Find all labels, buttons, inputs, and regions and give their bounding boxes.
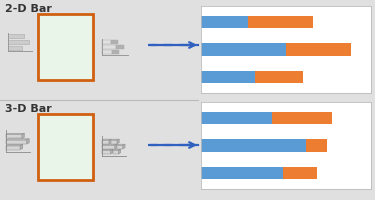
- Polygon shape: [6, 133, 24, 134]
- Polygon shape: [117, 139, 119, 144]
- Bar: [102, 145, 115, 149]
- Polygon shape: [54, 135, 64, 136]
- Polygon shape: [20, 144, 23, 150]
- Bar: [62, 43, 71, 47]
- FancyBboxPatch shape: [38, 14, 93, 80]
- Bar: [201, 43, 286, 56]
- Bar: [8, 40, 29, 44]
- Polygon shape: [58, 141, 61, 147]
- Bar: [282, 167, 316, 179]
- Bar: [42, 143, 58, 147]
- Polygon shape: [61, 141, 71, 143]
- Bar: [201, 71, 255, 83]
- Bar: [8, 34, 24, 38]
- Polygon shape: [42, 148, 56, 149]
- Polygon shape: [111, 149, 113, 154]
- Bar: [102, 140, 109, 144]
- Bar: [201, 139, 306, 152]
- Bar: [8, 46, 22, 50]
- Polygon shape: [118, 149, 121, 154]
- Polygon shape: [42, 135, 54, 136]
- Bar: [248, 16, 313, 28]
- Bar: [42, 136, 51, 141]
- Bar: [55, 36, 64, 41]
- Bar: [42, 149, 53, 154]
- Bar: [44, 36, 55, 41]
- Bar: [102, 150, 111, 154]
- Polygon shape: [102, 139, 111, 140]
- Bar: [6, 140, 27, 144]
- Bar: [111, 40, 118, 44]
- Polygon shape: [53, 148, 55, 154]
- Polygon shape: [68, 141, 71, 147]
- FancyBboxPatch shape: [38, 114, 93, 180]
- Bar: [56, 149, 63, 154]
- Polygon shape: [123, 144, 125, 149]
- Bar: [117, 145, 123, 149]
- Bar: [44, 43, 62, 47]
- Bar: [201, 112, 272, 124]
- Bar: [102, 40, 111, 44]
- Bar: [61, 143, 68, 147]
- Bar: [286, 43, 351, 56]
- Polygon shape: [102, 144, 117, 145]
- Bar: [6, 134, 22, 138]
- Bar: [255, 71, 303, 83]
- Polygon shape: [102, 149, 113, 150]
- Polygon shape: [111, 139, 119, 140]
- Text: 2-D Bar: 2-D Bar: [5, 4, 52, 14]
- Bar: [272, 112, 332, 124]
- Bar: [201, 167, 282, 179]
- Bar: [116, 45, 124, 49]
- Bar: [102, 50, 112, 54]
- Bar: [6, 146, 20, 150]
- Bar: [201, 16, 248, 28]
- Polygon shape: [6, 139, 29, 140]
- Bar: [57, 49, 66, 54]
- Bar: [113, 150, 118, 154]
- Bar: [111, 140, 117, 144]
- Bar: [306, 139, 327, 152]
- Polygon shape: [27, 139, 29, 144]
- Bar: [102, 45, 116, 49]
- Polygon shape: [6, 144, 23, 146]
- Text: 3-D Bar: 3-D Bar: [5, 104, 52, 114]
- Polygon shape: [63, 148, 65, 154]
- Bar: [54, 136, 61, 141]
- Polygon shape: [56, 148, 65, 149]
- Polygon shape: [117, 144, 125, 145]
- Polygon shape: [22, 133, 24, 138]
- Polygon shape: [61, 135, 64, 141]
- Polygon shape: [42, 141, 61, 143]
- Polygon shape: [115, 144, 117, 149]
- Polygon shape: [51, 135, 54, 141]
- Polygon shape: [109, 139, 111, 144]
- Bar: [44, 49, 57, 54]
- Polygon shape: [113, 149, 121, 150]
- Bar: [112, 50, 119, 54]
